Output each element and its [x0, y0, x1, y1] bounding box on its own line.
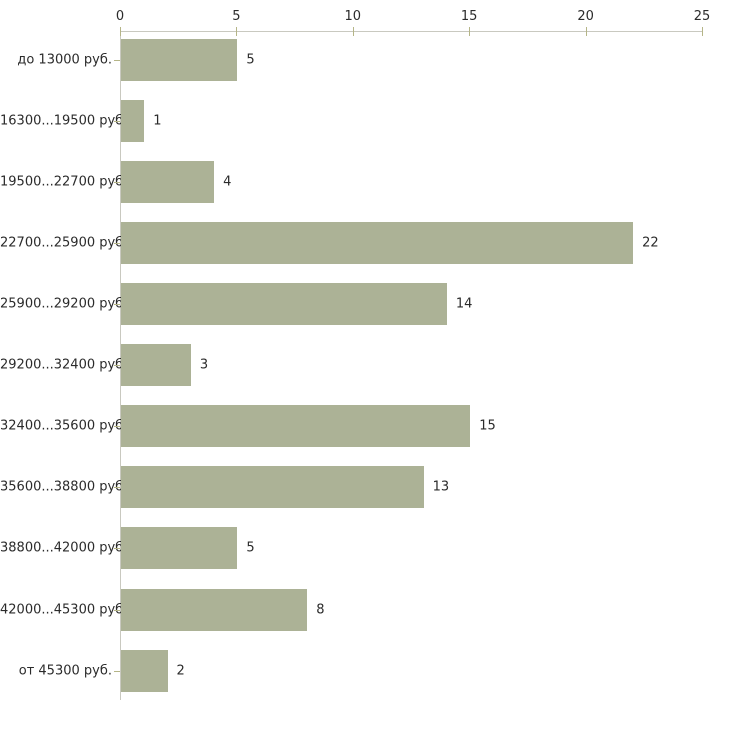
x-axis-tick-label: 15 [460, 9, 478, 24]
category-tick-mark [114, 609, 120, 611]
x-axis-tick-mark [352, 27, 354, 36]
value-label: 5 [246, 540, 255, 556]
x-axis-tick-label: 10 [344, 9, 362, 24]
category-tick-mark [114, 670, 120, 672]
bar [121, 160, 215, 203]
category-label: 16300...19500 руб. [0, 113, 128, 129]
value-label: 15 [479, 418, 496, 434]
category-tick-mark [114, 426, 120, 428]
x-axis-tick-mark [469, 27, 471, 36]
category-tick-mark [114, 487, 120, 489]
value-label: 1 [153, 113, 162, 129]
category-tick-mark [114, 304, 120, 305]
x-axis-tick-mark [236, 27, 238, 36]
category-label: 32400...35600 руб. [0, 418, 128, 434]
bar [121, 588, 308, 631]
value-label: 2 [176, 663, 185, 679]
x-axis-tick-label: 25 [693, 9, 711, 24]
category-tick-mark [114, 365, 120, 367]
x-axis-tick-label: 5 [232, 9, 241, 24]
bar [121, 344, 191, 387]
value-label: 13 [432, 479, 450, 495]
category-tick-mark [114, 242, 120, 244]
category-label: 38800...42000 руб. [0, 540, 128, 556]
x-axis-tick-label: 20 [577, 9, 594, 24]
bar [121, 466, 424, 509]
value-label: 14 [455, 296, 473, 312]
value-label: 3 [199, 357, 209, 373]
category-label: 19500...22700 руб. [0, 174, 128, 190]
category-label: 29200...32400 руб. [0, 357, 128, 373]
bar [121, 649, 168, 692]
bar [121, 405, 471, 448]
bar [121, 221, 634, 264]
category-tick-mark [114, 181, 120, 183]
x-axis-tick-mark [120, 27, 121, 36]
value-label: 4 [223, 174, 232, 190]
value-label: 5 [246, 52, 255, 68]
y-axis-line [120, 31, 121, 700]
category-label: 25900...29200 руб. [0, 296, 128, 312]
category-label: от 45300 руб. [18, 663, 112, 679]
category-label: до 13000 руб. [17, 52, 112, 68]
x-axis-tick-mark [702, 27, 703, 36]
category-label: 42000...45300 руб. [0, 602, 128, 617]
category-label: 35600...38800 руб. [0, 479, 128, 495]
category-tick-mark [114, 120, 120, 122]
bar [121, 99, 145, 142]
category-tick-mark [114, 548, 120, 550]
x-axis-tick-label: 0 [115, 9, 125, 24]
category-label: 22700...25900 руб. [0, 235, 128, 251]
x-axis-line [120, 31, 702, 32]
x-axis-tick-mark [585, 27, 587, 36]
bar [121, 527, 238, 570]
bar [121, 283, 447, 325]
value-label: 8 [316, 602, 325, 617]
value-label: 22 [642, 235, 659, 251]
bar [121, 38, 238, 81]
category-tick-mark [114, 59, 120, 61]
